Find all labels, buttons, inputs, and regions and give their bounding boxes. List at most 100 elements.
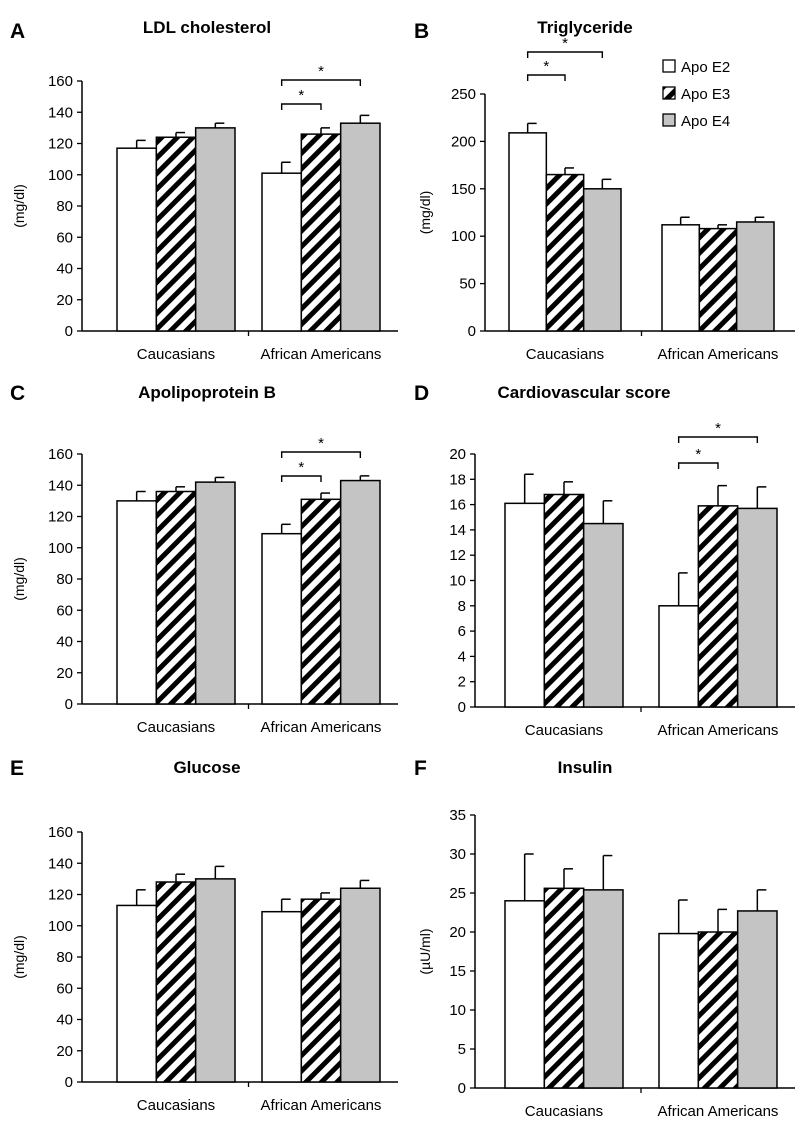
y-tick-label: 0 [65, 696, 73, 713]
bar-apo-e2 [504, 900, 546, 1089]
bar-apo-e2 [116, 500, 158, 705]
bar-apo-e2 [261, 172, 303, 332]
y-tick-label: 20 [56, 292, 73, 309]
y-axis-label: (mg/dl) [11, 184, 27, 228]
bar-apo-e2 [261, 532, 303, 705]
x-category-label: Caucasians [525, 1103, 603, 1120]
x-category-label: Caucasians [137, 346, 215, 363]
y-tick-label: 60 [56, 602, 73, 619]
x-category-label: Caucasians [526, 346, 604, 363]
y-tick-label: 20 [449, 924, 466, 941]
bar-apo-e3 [545, 173, 585, 332]
bar-apo-e3 [543, 887, 585, 1089]
bar-apo-e4 [339, 122, 381, 332]
y-tick-label: 60 [56, 980, 73, 997]
significance-star: * [298, 87, 304, 104]
x-category-label: Caucasians [137, 1097, 215, 1114]
y-tick-label: 15 [449, 963, 466, 980]
bar-apo-e4 [194, 481, 236, 705]
x-category-label: African Americans [261, 346, 382, 363]
y-tick-label: 18 [449, 471, 466, 488]
y-tick-label: 4 [458, 648, 466, 665]
y-tick-label: 80 [56, 198, 73, 215]
bar-apo-e3 [155, 881, 197, 1083]
chart-title: Glucose [173, 758, 240, 777]
significance-star: * [695, 446, 701, 463]
legend-label: Apo E3 [681, 86, 730, 103]
panel-b: B Triglyceride (mg/dl) 0 50 100 150 200 250 Cauca… [414, 18, 795, 363]
bar-apo-e2 [261, 910, 303, 1083]
chart-title: Triglyceride [537, 18, 632, 37]
y-tick-label: 8 [458, 598, 466, 615]
significance-bracket [280, 103, 322, 110]
bar-apo-e3 [698, 227, 738, 332]
x-category-label: Caucasians [137, 719, 215, 736]
legend-label: Apo E4 [681, 113, 730, 130]
bar-apo-e2 [504, 502, 546, 708]
chart-title: Insulin [558, 758, 613, 777]
y-tick-label: 35 [449, 807, 466, 824]
x-category-label: African Americans [658, 722, 779, 739]
y-tick-label: 50 [459, 276, 476, 293]
significance-star: * [562, 35, 568, 52]
bar-apo-e4 [735, 221, 775, 332]
bar-apo-e4 [194, 878, 236, 1083]
y-tick-label: 0 [458, 699, 466, 716]
significance-bracket [677, 436, 759, 443]
bar-apo-e3 [155, 136, 197, 332]
bar-apo-e2 [116, 904, 158, 1083]
significance-star: * [298, 459, 304, 476]
y-tick-label: 14 [449, 522, 466, 539]
significance-bracket [280, 451, 362, 458]
panel-f: F Insulin (µU/ml) 0 5 10 15 20 25 30 35 Caucasians A… [414, 757, 795, 1120]
significance-star: * [543, 58, 549, 75]
bar-apo-e3 [155, 490, 197, 705]
y-tick-label: 160 [48, 824, 73, 841]
y-tick-label: 0 [65, 323, 73, 340]
legend-swatch [662, 113, 676, 127]
y-tick-label: 10 [449, 1002, 466, 1019]
bar-apo-e3 [300, 133, 342, 332]
bar-apo-e4 [339, 479, 381, 705]
significance-bracket [526, 51, 604, 58]
y-tick-label: 100 [48, 918, 73, 935]
y-tick-label: 0 [458, 1080, 466, 1097]
y-axis-label: (mg/dl) [417, 191, 433, 235]
y-tick-label: 80 [56, 949, 73, 966]
y-tick-label: 20 [449, 446, 466, 463]
panel-a: A LDL cholesterol (mg/dl) 0 20 40 60 80 100 120 14… [10, 18, 398, 363]
panel-d: D Cardiovascular score 0 2 4 6 8 10 12 14 16 18 20 Ca… [414, 382, 795, 739]
bar-apo-e4 [582, 188, 622, 332]
x-category-label: African Americans [261, 719, 382, 736]
significance-star: * [318, 435, 324, 452]
x-category-label: African Americans [658, 1103, 779, 1120]
y-tick-label: 6 [458, 623, 466, 640]
bar-apo-e4 [194, 127, 236, 332]
legend-swatch [662, 59, 676, 73]
y-axis-label: (µU/ml) [417, 928, 433, 974]
significance-star: * [318, 63, 324, 80]
panel-letter: D [414, 382, 429, 405]
y-tick-label: 40 [56, 1012, 73, 1029]
x-category-label: Caucasians [525, 722, 603, 739]
bar-apo-e2 [661, 224, 701, 332]
y-tick-label: 25 [449, 885, 466, 902]
bar-apo-e4 [582, 889, 624, 1089]
y-tick-label: 140 [48, 855, 73, 872]
y-tick-label: 200 [451, 133, 476, 150]
y-tick-label: 140 [48, 104, 73, 121]
x-category-label: African Americans [261, 1097, 382, 1114]
y-tick-label: 100 [48, 167, 73, 184]
significance-bracket [280, 475, 322, 482]
bar-apo-e2 [658, 932, 700, 1089]
y-tick-label: 30 [449, 846, 466, 863]
y-tick-label: 140 [48, 477, 73, 494]
y-tick-label: 120 [48, 136, 73, 153]
bar-apo-e2 [508, 132, 548, 332]
x-category-label: African Americans [658, 346, 779, 363]
y-tick-label: 2 [458, 674, 466, 691]
y-tick-label: 160 [48, 446, 73, 463]
bar-apo-e3 [697, 931, 739, 1089]
legend-label: Apo E2 [681, 59, 730, 76]
